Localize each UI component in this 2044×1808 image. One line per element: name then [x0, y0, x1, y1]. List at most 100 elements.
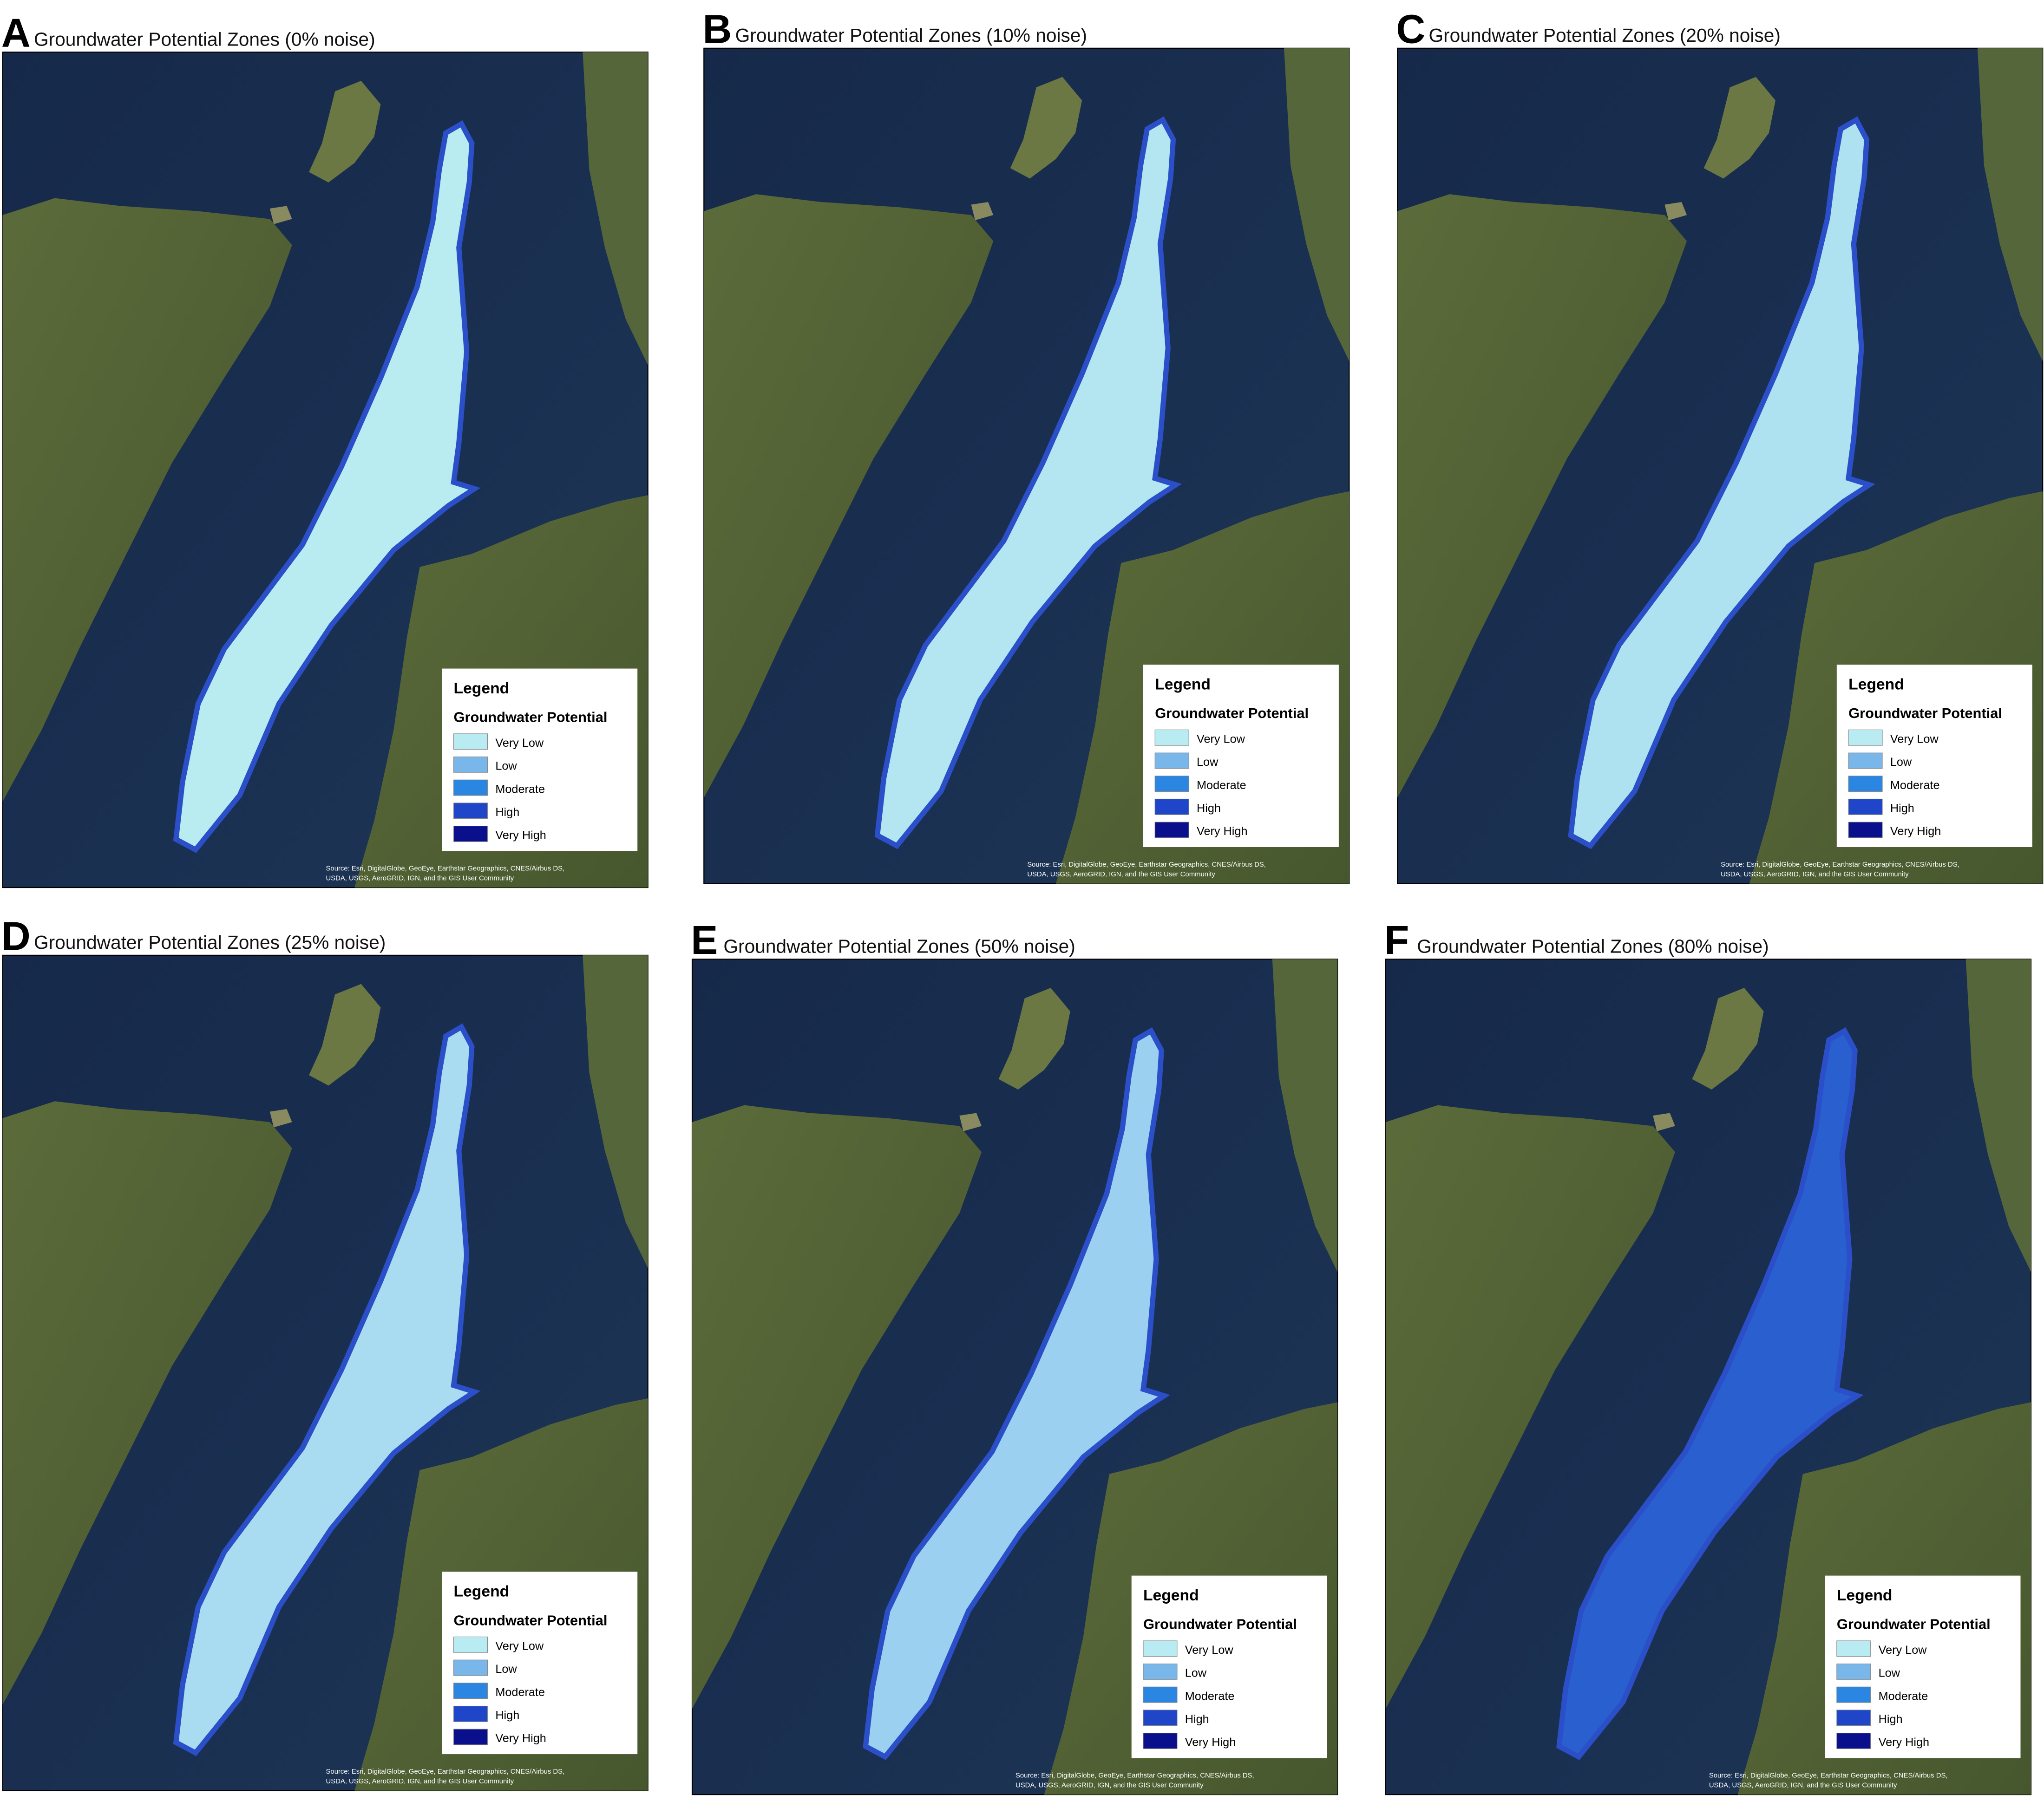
legend-label: High — [1185, 1713, 1209, 1726]
land-west — [2, 198, 292, 802]
attribution: Source: Esri, DigitalGlobe, GeoEye, Eart… — [1721, 861, 1959, 868]
panel-letter: E — [691, 918, 718, 963]
legend: Legend Groundwater Potential Very Low Low Mo… — [1836, 665, 2032, 848]
land-west — [2, 1101, 292, 1705]
legend-label: High — [1890, 802, 1914, 815]
legend-label: Low — [1890, 756, 1912, 769]
legend-swatch — [453, 733, 488, 750]
panel-title: Groundwater Potential Zones (50% noise) — [723, 935, 1075, 957]
legend-swatch — [1836, 1664, 1871, 1680]
land-west — [1385, 1105, 1675, 1709]
legend-swatch — [1154, 729, 1189, 746]
attribution: Source: Esri, DigitalGlobe, GeoEye, Eart… — [1015, 1772, 1254, 1780]
panel-letter: F — [1384, 918, 1409, 963]
legend-swatch — [1848, 776, 1883, 792]
islet — [959, 1113, 982, 1131]
land-north — [1692, 988, 1764, 1090]
legend-swatch — [1848, 729, 1883, 746]
legend-subtitle: Groundwater Potential — [454, 709, 608, 725]
map-panel: B Groundwater Potential Zones (10% noise)… — [703, 7, 1350, 884]
land-north — [1703, 77, 1775, 179]
attribution: USDA, USGS, AeroGRID, IGN, and the GIS U… — [1709, 1782, 1897, 1789]
panel-title: Groundwater Potential Zones (20% noise) — [1429, 25, 1781, 46]
study-area — [863, 1027, 1170, 1760]
legend-label: High — [1879, 1713, 1903, 1726]
legend-swatch — [1154, 752, 1189, 769]
panel-title: Groundwater Potential Zones (0% noise) — [34, 28, 375, 50]
land-north — [1010, 77, 1082, 179]
legend-swatch — [453, 779, 488, 796]
panel-title: Groundwater Potential Zones (80% noise) — [1417, 935, 1769, 957]
legend: Legend Groundwater Potential Very Low Low Mo… — [442, 668, 638, 851]
land-north — [309, 81, 381, 183]
attribution: USDA, USGS, AeroGRID, IGN, and the GIS U… — [1015, 1782, 1204, 1789]
land-north — [309, 984, 381, 1086]
legend-label: Very Low — [1890, 733, 1939, 746]
legend-title: Legend — [454, 1583, 510, 1600]
legend-label: Very Low — [1197, 733, 1245, 746]
land-east — [583, 955, 648, 1268]
islet — [1664, 202, 1687, 221]
legend-label: Moderate — [1879, 1690, 1928, 1703]
legend-swatch — [1848, 752, 1883, 769]
panel-title: Groundwater Potential Zones (25% noise) — [34, 932, 386, 953]
legend-title: Legend — [1848, 676, 1904, 693]
legend-swatch — [1836, 1640, 1871, 1657]
legend-swatch — [1143, 1733, 1178, 1749]
legend-swatch — [453, 1705, 488, 1722]
panel-letter: B — [703, 7, 732, 52]
legend-title: Legend — [1155, 676, 1211, 693]
legend-label: Low — [495, 1663, 517, 1676]
legend-swatch — [1836, 1733, 1871, 1749]
legend-title: Legend — [454, 680, 510, 697]
legend-label: Moderate — [1197, 779, 1246, 792]
legend-label: Moderate — [1185, 1690, 1235, 1703]
legend-swatch — [1154, 798, 1189, 815]
attribution: Source: Esri, DigitalGlobe, GeoEye, Eart… — [326, 865, 565, 873]
legend-label: Moderate — [495, 1686, 545, 1699]
map-panel: E Groundwater Potential Zones (50% noise)… — [691, 918, 1338, 1795]
land-north — [998, 988, 1070, 1090]
legend-swatch — [453, 1729, 488, 1745]
study-area — [173, 1023, 481, 1756]
legend: Legend Groundwater Potential Very Low Low Mo… — [1825, 1575, 2021, 1758]
legend-swatch — [1848, 798, 1883, 815]
land-east — [1284, 48, 1350, 361]
legend-title: Legend — [1837, 1587, 1893, 1604]
islet — [269, 1109, 292, 1128]
legend-subtitle: Groundwater Potential — [1155, 705, 1309, 721]
islet — [1653, 1113, 1675, 1131]
study-area — [1556, 1027, 1864, 1760]
legend-title: Legend — [1143, 1587, 1199, 1604]
attribution: Source: Esri, DigitalGlobe, GeoEye, Eart… — [326, 1768, 565, 1775]
land-east — [1965, 959, 2031, 1272]
land-east — [1977, 48, 2043, 361]
islet — [971, 202, 994, 221]
legend-subtitle: Groundwater Potential — [1848, 705, 2002, 721]
legend-swatch — [1154, 776, 1189, 792]
legend-subtitle: Groundwater Potential — [1143, 1616, 1297, 1632]
study-area — [874, 116, 1182, 849]
land-east — [583, 52, 648, 365]
map-panel: C Groundwater Potential Zones (20% noise)… — [1396, 7, 2044, 884]
study-area — [1568, 116, 1876, 849]
legend-swatch — [453, 825, 488, 842]
legend-label: Moderate — [495, 783, 545, 796]
study-area — [173, 120, 481, 853]
legend-swatch — [1143, 1710, 1178, 1726]
legend-label: Low — [495, 760, 517, 773]
map-panel: F Groundwater Potential Zones (80% noise)… — [1384, 918, 2032, 1795]
islet — [269, 206, 292, 224]
land-west — [1397, 194, 1687, 798]
legend-swatch — [453, 803, 488, 819]
legend-label: Low — [1197, 756, 1219, 769]
panel-title: Groundwater Potential Zones (10% noise) — [735, 25, 1087, 46]
legend-swatch — [453, 1636, 488, 1653]
legend: Legend Groundwater Potential Very Low Low Mo… — [1131, 1575, 1327, 1758]
land-west — [704, 194, 994, 798]
legend: Legend Groundwater Potential Very Low Low Mo… — [442, 1572, 638, 1755]
attribution: USDA, USGS, AeroGRID, IGN, and the GIS U… — [326, 875, 514, 882]
legend-swatch — [1836, 1710, 1871, 1726]
land-west — [692, 1105, 982, 1709]
legend-label: Very High — [495, 829, 546, 842]
